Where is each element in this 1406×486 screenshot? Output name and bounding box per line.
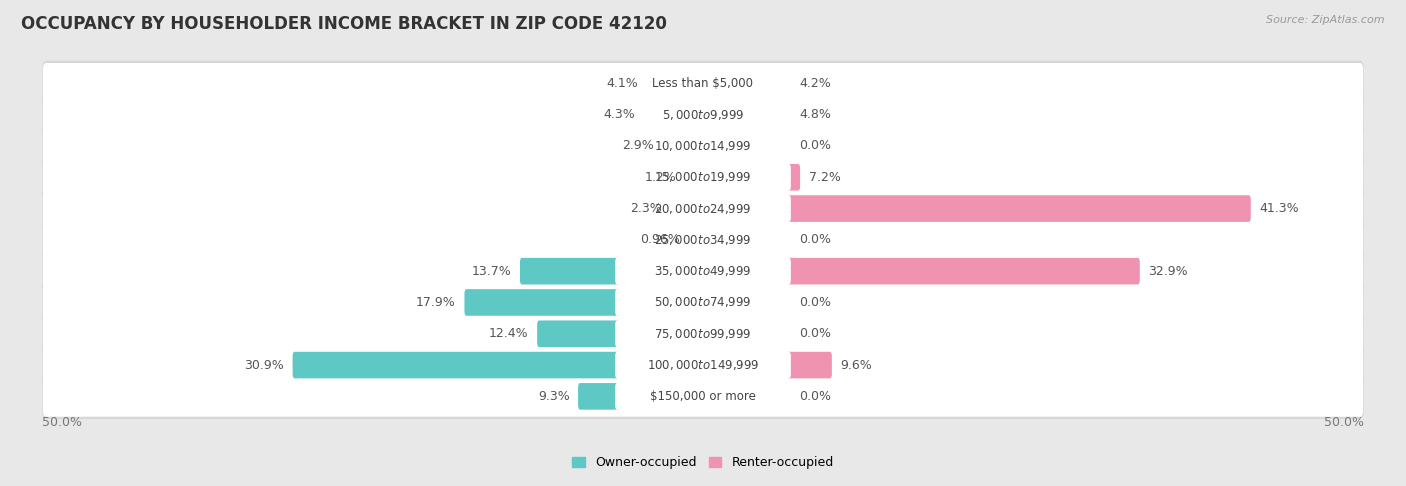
FancyBboxPatch shape (787, 164, 800, 191)
FancyBboxPatch shape (42, 280, 1364, 325)
Text: 30.9%: 30.9% (245, 359, 284, 372)
FancyBboxPatch shape (42, 249, 1364, 294)
Text: $75,000 to $99,999: $75,000 to $99,999 (654, 327, 752, 341)
FancyBboxPatch shape (614, 258, 792, 284)
Text: $150,000 or more: $150,000 or more (650, 390, 756, 403)
FancyBboxPatch shape (42, 343, 1364, 388)
Text: $15,000 to $19,999: $15,000 to $19,999 (654, 170, 752, 184)
Text: $100,000 to $149,999: $100,000 to $149,999 (647, 358, 759, 372)
FancyBboxPatch shape (614, 352, 792, 379)
FancyBboxPatch shape (614, 226, 792, 253)
FancyBboxPatch shape (464, 289, 619, 316)
Text: 0.0%: 0.0% (800, 327, 831, 340)
Text: Less than $5,000: Less than $5,000 (652, 77, 754, 90)
Legend: Owner-occupied, Renter-occupied: Owner-occupied, Renter-occupied (572, 456, 834, 469)
Text: 17.9%: 17.9% (416, 296, 456, 309)
FancyBboxPatch shape (614, 102, 792, 128)
FancyBboxPatch shape (42, 123, 1364, 169)
Text: 1.2%: 1.2% (645, 171, 676, 184)
FancyBboxPatch shape (614, 383, 792, 410)
FancyBboxPatch shape (787, 195, 1251, 222)
FancyBboxPatch shape (42, 125, 1364, 166)
Text: 9.6%: 9.6% (841, 359, 872, 372)
FancyBboxPatch shape (42, 376, 1364, 417)
Text: 0.0%: 0.0% (800, 296, 831, 309)
FancyBboxPatch shape (42, 345, 1364, 385)
Text: 32.9%: 32.9% (1149, 265, 1188, 278)
FancyBboxPatch shape (42, 92, 1364, 137)
FancyBboxPatch shape (614, 70, 792, 97)
Text: 4.3%: 4.3% (603, 108, 636, 121)
Text: 9.3%: 9.3% (537, 390, 569, 403)
FancyBboxPatch shape (42, 157, 1364, 198)
FancyBboxPatch shape (614, 195, 792, 222)
FancyBboxPatch shape (42, 311, 1364, 356)
Text: 2.9%: 2.9% (623, 139, 654, 153)
Text: $25,000 to $34,999: $25,000 to $34,999 (654, 233, 752, 247)
FancyBboxPatch shape (42, 251, 1364, 292)
Text: 41.3%: 41.3% (1260, 202, 1299, 215)
Text: Source: ZipAtlas.com: Source: ZipAtlas.com (1267, 15, 1385, 25)
Text: 0.96%: 0.96% (640, 233, 679, 246)
Text: 13.7%: 13.7% (471, 265, 512, 278)
FancyBboxPatch shape (614, 320, 792, 347)
FancyBboxPatch shape (42, 61, 1364, 106)
Text: 4.1%: 4.1% (606, 77, 638, 90)
FancyBboxPatch shape (42, 282, 1364, 323)
Text: $50,000 to $74,999: $50,000 to $74,999 (654, 295, 752, 310)
FancyBboxPatch shape (42, 188, 1364, 229)
FancyBboxPatch shape (537, 320, 619, 347)
Text: 50.0%: 50.0% (42, 417, 82, 430)
FancyBboxPatch shape (614, 289, 792, 316)
Text: OCCUPANCY BY HOUSEHOLDER INCOME BRACKET IN ZIP CODE 42120: OCCUPANCY BY HOUSEHOLDER INCOME BRACKET … (21, 15, 666, 33)
Text: $10,000 to $14,999: $10,000 to $14,999 (654, 139, 752, 153)
FancyBboxPatch shape (520, 258, 619, 284)
FancyBboxPatch shape (42, 217, 1364, 262)
Text: $35,000 to $49,999: $35,000 to $49,999 (654, 264, 752, 278)
FancyBboxPatch shape (42, 186, 1364, 231)
FancyBboxPatch shape (787, 352, 832, 379)
Text: 0.0%: 0.0% (800, 390, 831, 403)
Text: 2.3%: 2.3% (630, 202, 662, 215)
Text: 50.0%: 50.0% (1324, 417, 1364, 430)
Text: $5,000 to $9,999: $5,000 to $9,999 (662, 108, 744, 122)
FancyBboxPatch shape (42, 374, 1364, 419)
Text: $20,000 to $24,999: $20,000 to $24,999 (654, 202, 752, 216)
FancyBboxPatch shape (42, 63, 1364, 104)
Text: 7.2%: 7.2% (808, 171, 841, 184)
FancyBboxPatch shape (42, 155, 1364, 200)
FancyBboxPatch shape (614, 133, 792, 159)
FancyBboxPatch shape (578, 383, 619, 410)
Text: 12.4%: 12.4% (489, 327, 529, 340)
Text: 4.2%: 4.2% (800, 77, 831, 90)
FancyBboxPatch shape (42, 313, 1364, 354)
FancyBboxPatch shape (42, 220, 1364, 260)
FancyBboxPatch shape (787, 258, 1140, 284)
FancyBboxPatch shape (42, 94, 1364, 135)
Text: 0.0%: 0.0% (800, 233, 831, 246)
FancyBboxPatch shape (614, 164, 792, 191)
FancyBboxPatch shape (292, 352, 619, 379)
Text: 0.0%: 0.0% (800, 139, 831, 153)
Text: 4.8%: 4.8% (800, 108, 831, 121)
